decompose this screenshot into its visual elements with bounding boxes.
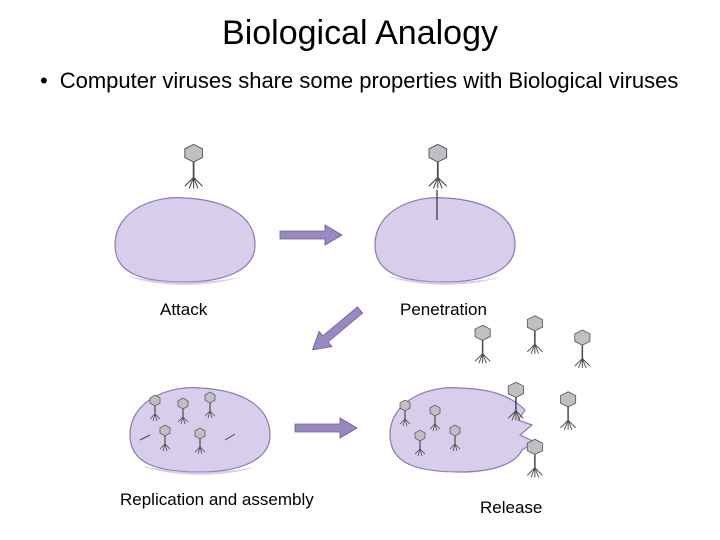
lifecycle-diagram (0, 140, 720, 540)
bullet-marker: • (40, 67, 48, 95)
label-release: Release (480, 498, 542, 518)
bullet-item: • Computer viruses share some properties… (0, 53, 720, 95)
bullet-text: Computer viruses share some properties w… (60, 67, 679, 95)
page-title: Biological Analogy (0, 0, 720, 53)
stage-attack (115, 144, 255, 284)
arrow-replication-to-release (295, 418, 357, 438)
label-penetration: Penetration (400, 300, 487, 320)
label-replication: Replication and assembly (120, 490, 314, 510)
arrow-attack-to-penetration (280, 225, 342, 245)
arrow-penetration-to-replication (306, 302, 366, 357)
stage-release (390, 316, 590, 478)
label-attack: Attack (160, 300, 207, 320)
stage-replication (130, 388, 270, 475)
stage-penetration (375, 144, 515, 284)
